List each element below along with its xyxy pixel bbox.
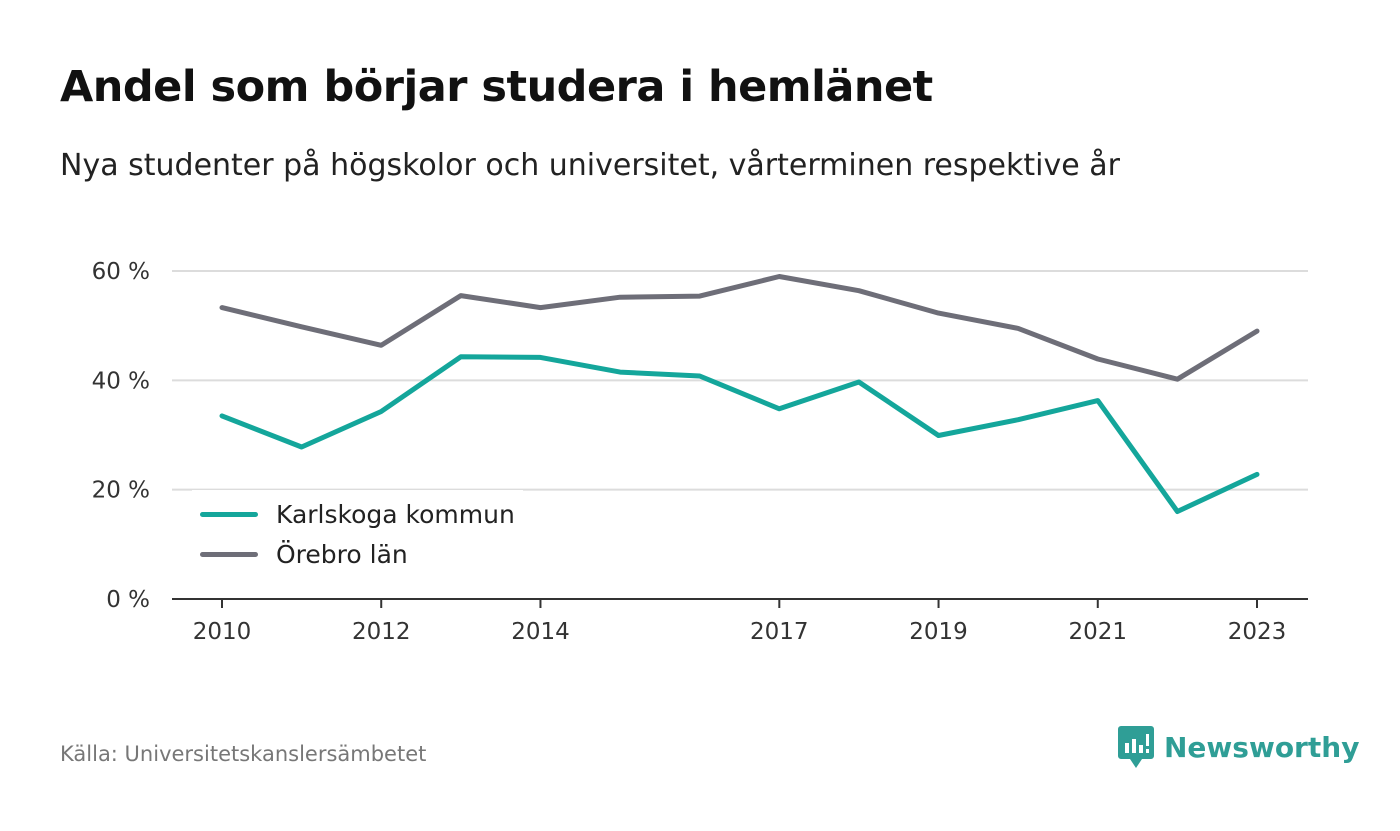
x-tick-label: 2019 — [909, 619, 968, 645]
x-axis — [172, 598, 1308, 608]
series-line-karlskoga — [219, 354, 1260, 514]
legend: Karlskoga kommun Örebro län — [192, 490, 523, 580]
y-tick-label: 40 % — [92, 368, 150, 394]
x-tick-label: 2021 — [1068, 619, 1127, 645]
legend-item-orebro: Örebro län — [200, 534, 515, 574]
source-note: Källa: Universitetskanslersämbetet — [60, 742, 427, 766]
x-axis-tick-labels: 2010 2012 2014 2017 2019 2021 2023 — [193, 619, 1287, 645]
gridlines — [172, 270, 1308, 491]
y-tick-label: 20 % — [92, 478, 150, 504]
x-tick-label: 2017 — [750, 619, 809, 645]
brand-name: Newsworthy — [1164, 730, 1360, 764]
series-line-orebro — [219, 274, 1260, 382]
newsworthy-logo-icon — [1118, 726, 1154, 768]
chart-title: Andel som börjar studera i hemlänet — [60, 62, 933, 112]
brand-logo[interactable]: Newsworthy — [1118, 726, 1359, 768]
chart-subtitle: Nya studenter på högskolor och universit… — [60, 148, 1120, 183]
legend-swatch-karlskoga — [200, 511, 258, 517]
x-tick-label: 2010 — [193, 619, 252, 645]
legend-item-karlskoga: Karlskoga kommun — [200, 494, 515, 534]
series-lines — [219, 274, 1260, 514]
y-tick-label: 0 % — [106, 587, 150, 613]
legend-label-orebro: Örebro län — [276, 539, 408, 569]
x-tick-label: 2023 — [1228, 619, 1287, 645]
y-tick-label: 60 % — [92, 259, 150, 285]
x-tick-label: 2014 — [511, 619, 570, 645]
legend-label-karlskoga: Karlskoga kommun — [276, 499, 515, 529]
legend-swatch-orebro — [200, 551, 258, 557]
x-tick-label: 2012 — [352, 619, 411, 645]
y-axis-tick-labels: 0 % 20 % 40 % 60 % — [92, 259, 150, 613]
